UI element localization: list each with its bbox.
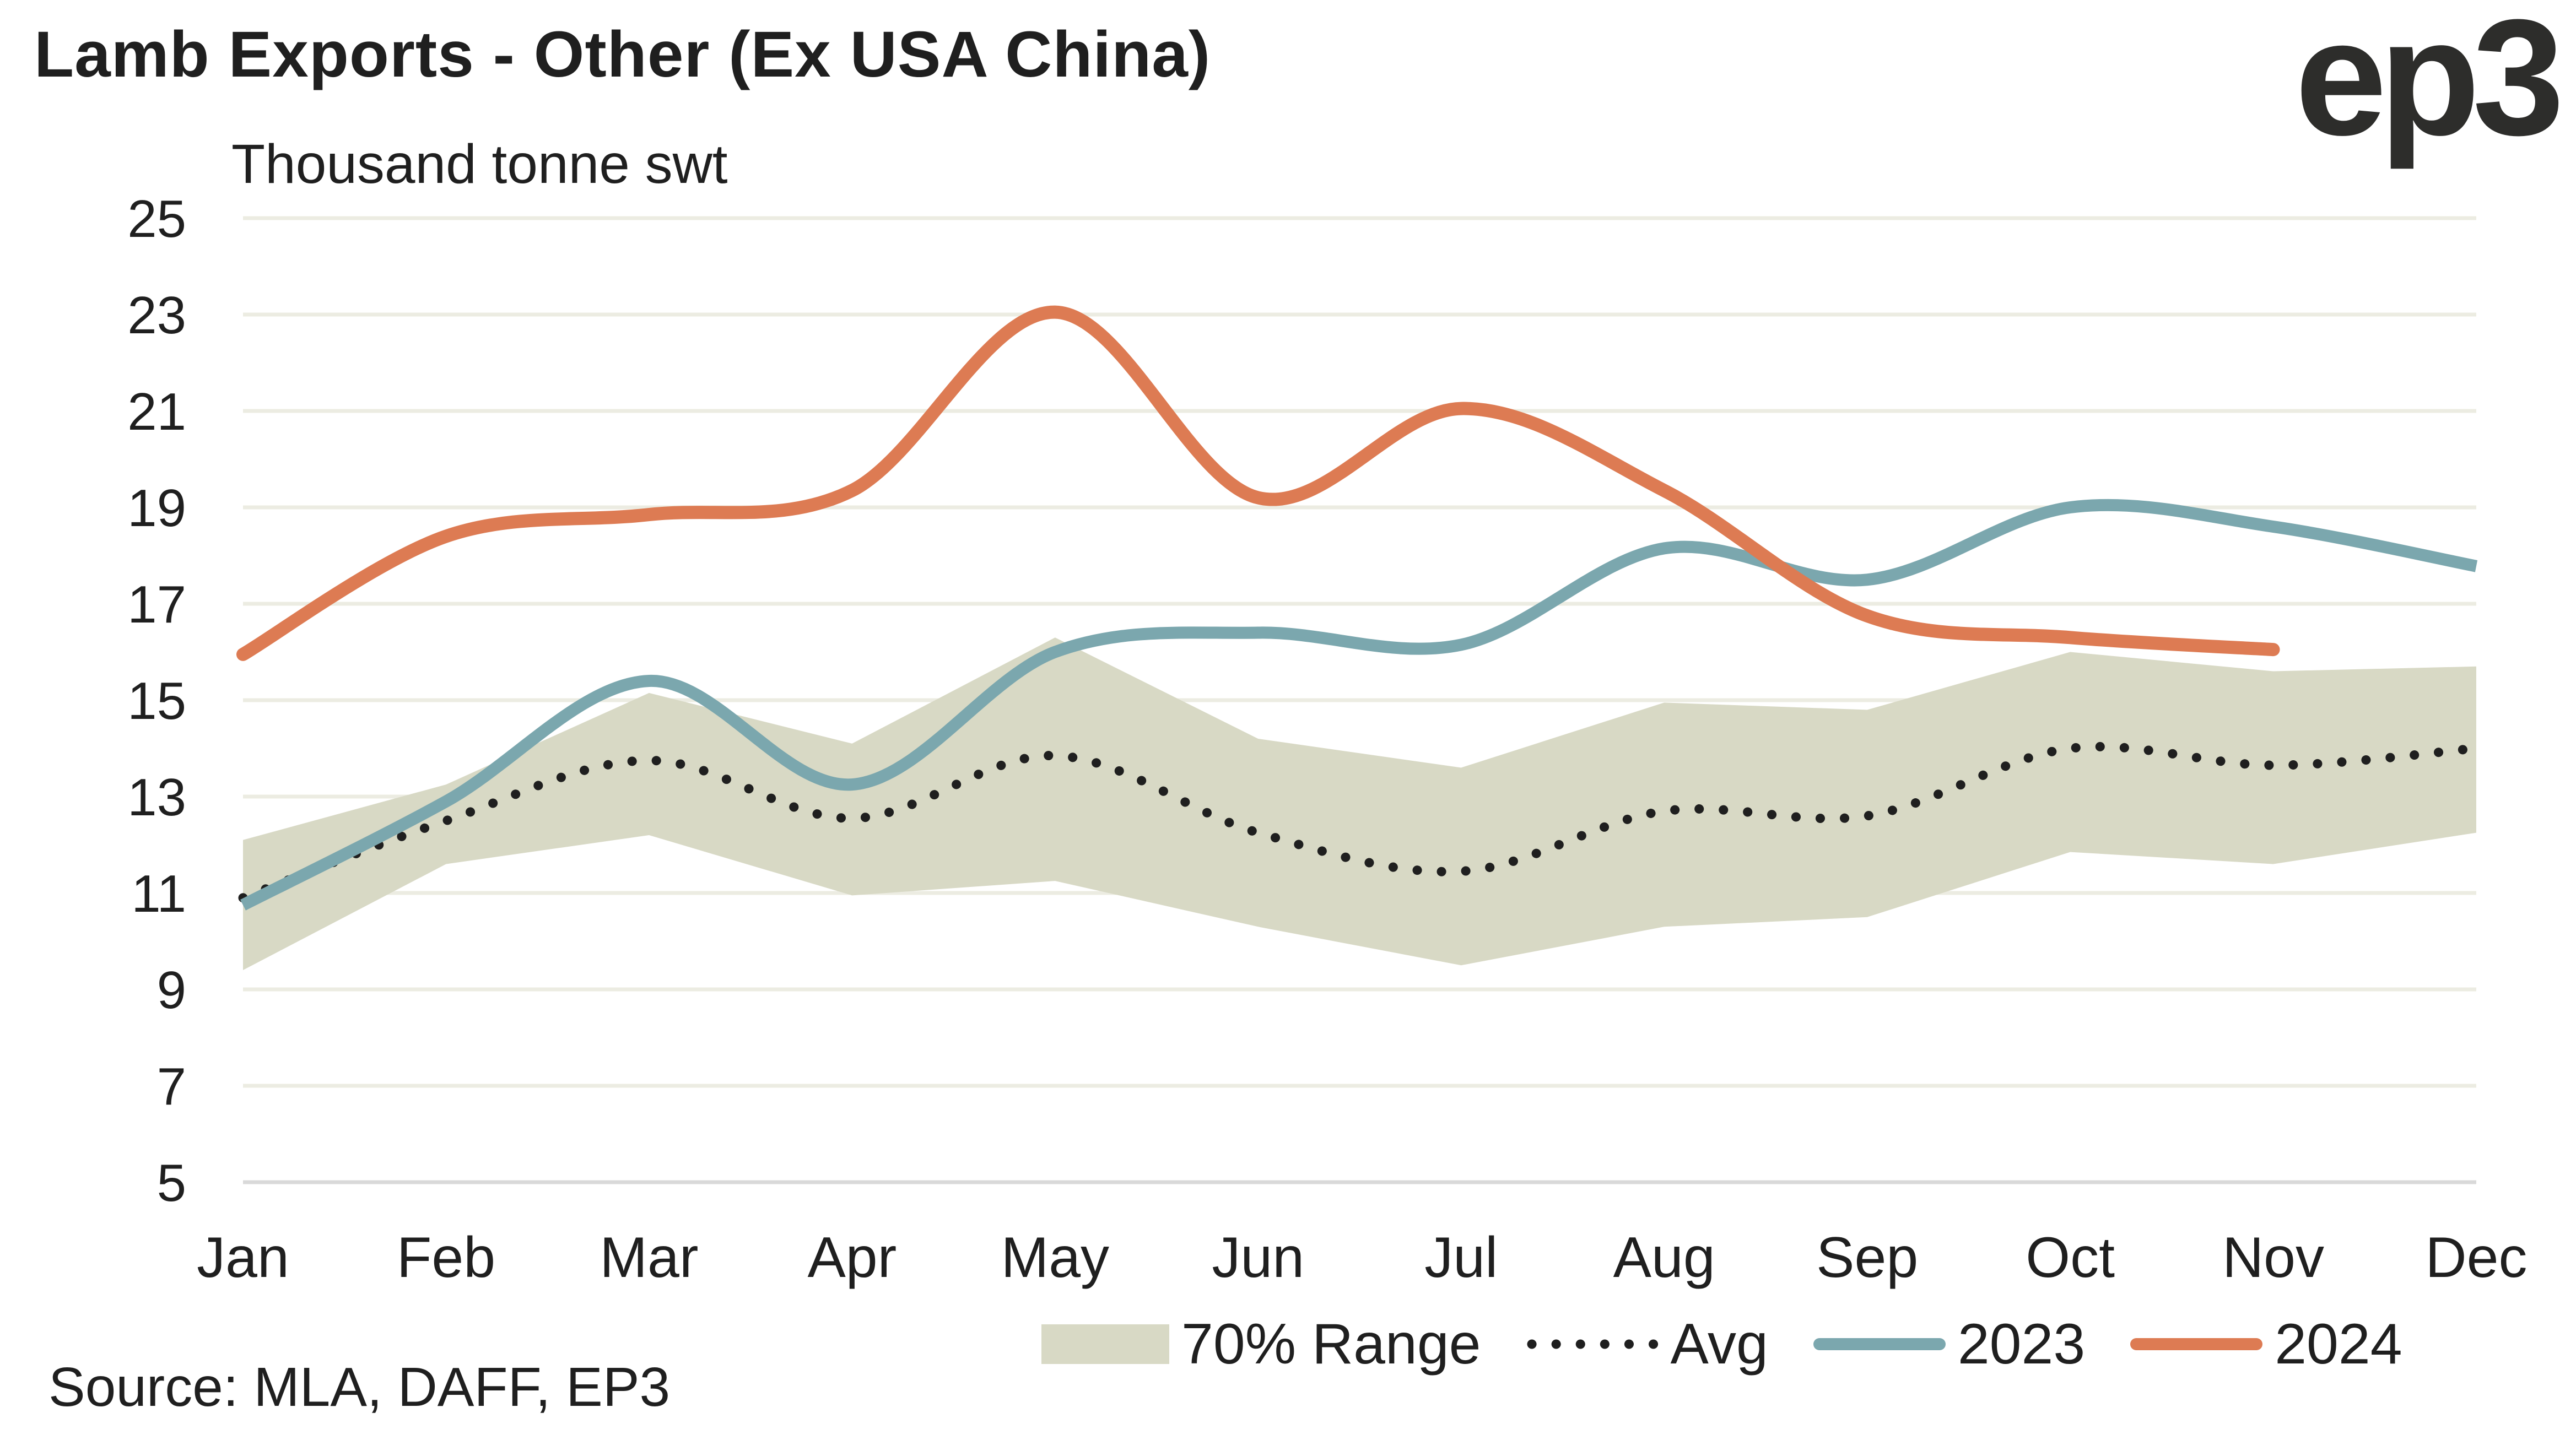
y-axis-ticks: 5 7 9 11 13 15 17 19 21 23 25 bbox=[127, 190, 186, 1213]
x-tick-label: Aug bbox=[1613, 1226, 1715, 1290]
source-note: Source: MLA, DAFF, EP3 bbox=[48, 1356, 671, 1418]
x-tick-label: Dec bbox=[2426, 1226, 2528, 1290]
line-2024-swatch-icon bbox=[2130, 1338, 2263, 1350]
x-tick-label: Apr bbox=[807, 1226, 897, 1290]
legend-item-avg: Avg bbox=[1526, 1316, 1768, 1373]
range-swatch-icon bbox=[1041, 1324, 1169, 1364]
chart-title: Lamb Exports - Other (Ex USA China) bbox=[34, 18, 1211, 91]
y-tick-label: 25 bbox=[127, 190, 186, 248]
series-layer bbox=[236, 305, 2481, 911]
y-tick-label: 9 bbox=[157, 961, 186, 1020]
legend-item-2024: 2024 bbox=[2130, 1316, 2402, 1373]
y-tick-label: 21 bbox=[127, 382, 186, 441]
legend-label-2023: 2023 bbox=[1957, 1312, 2086, 1376]
y-tick-label: 17 bbox=[127, 575, 186, 634]
ep3-logo: ep3 bbox=[2295, 0, 2564, 170]
x-tick-label: Jun bbox=[1212, 1226, 1304, 1290]
y-tick-label: 19 bbox=[127, 479, 186, 538]
series-2024-line bbox=[236, 305, 2280, 661]
y-tick-label: 23 bbox=[127, 286, 186, 345]
x-tick-label: Jul bbox=[1424, 1226, 1498, 1290]
x-tick-label: Feb bbox=[397, 1226, 495, 1290]
x-tick-label: Mar bbox=[600, 1226, 698, 1290]
line-2023-swatch-icon bbox=[1813, 1338, 1946, 1350]
x-tick-label: Sep bbox=[1816, 1226, 1918, 1290]
range-band bbox=[243, 637, 2476, 970]
legend-label-2024: 2024 bbox=[2275, 1312, 2402, 1376]
series-avg-line bbox=[238, 741, 2481, 903]
x-axis-ticks: Jan Feb Mar Apr May Jun Jul Aug Sep Oct Nov Dec bbox=[197, 1226, 2527, 1290]
range-band-layer bbox=[243, 637, 2476, 970]
dotted-line-icon bbox=[1527, 1339, 1659, 1349]
legend-label-range: 70% Range bbox=[1181, 1312, 1481, 1376]
legend-item-2023: 2023 bbox=[1813, 1316, 2085, 1373]
legend-item-range: 70% Range bbox=[1041, 1316, 1481, 1373]
y-tick-label: 5 bbox=[157, 1154, 186, 1213]
legend-label-avg: Avg bbox=[1670, 1312, 1768, 1376]
legend: 70% Range Avg 2023 2024 bbox=[1041, 1316, 2402, 1373]
series-2023-line bbox=[240, 499, 2478, 911]
y-tick-label: 11 bbox=[131, 864, 186, 923]
y-tick-label: 7 bbox=[157, 1057, 186, 1116]
y-axis-unit-label: Thousand tonne swt bbox=[231, 133, 728, 195]
x-tick-label: Jan bbox=[197, 1226, 289, 1290]
x-tick-label: May bbox=[1001, 1226, 1109, 1290]
y-tick-label: 15 bbox=[127, 672, 186, 730]
y-tick-label: 13 bbox=[127, 768, 186, 827]
x-tick-label: Nov bbox=[2222, 1226, 2324, 1290]
x-tick-label: Oct bbox=[2026, 1226, 2115, 1290]
